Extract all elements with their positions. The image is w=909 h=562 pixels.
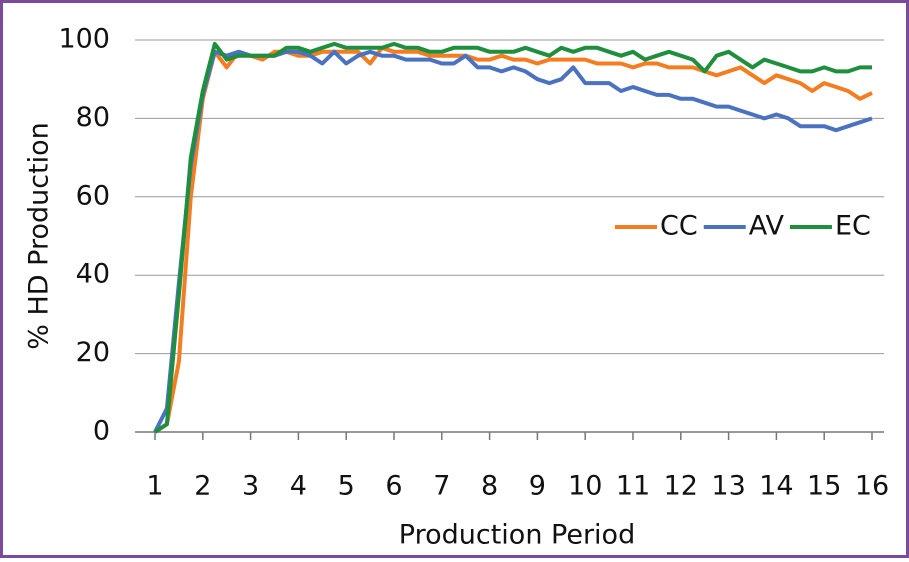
y-tick-label: 20 [76,337,110,368]
x-tick-label: 15 [807,471,841,502]
x-tick-label: 13 [711,471,745,502]
data-line [153,41,872,434]
y-tick-label: 60 [76,180,110,211]
x-tick-label: 8 [481,471,498,502]
x-tick-label: 9 [529,471,546,502]
x-tick-label: 14 [759,471,793,502]
data-line [153,45,873,434]
x-tick-label: 6 [385,471,402,502]
legend-label: EC [835,211,871,242]
x-tick-label: 4 [290,471,307,502]
y-axis-label: % HD Production [24,122,55,350]
x-tick-label: 16 [855,471,889,502]
y-tick-label: 100 [58,24,110,55]
legend-label: AV [749,211,785,242]
y-tick-label: 80 [76,102,110,133]
x-tick-label: 11 [616,471,650,502]
y-tick-label: 40 [76,259,110,290]
x-tick-label: 7 [433,471,450,502]
x-tick-label: 5 [338,471,355,502]
legend-label: CC [660,211,698,242]
x-tick-label: 12 [664,471,698,502]
x-axis-label: Production Period [399,520,635,551]
x-tick-label: 2 [194,471,211,502]
x-tick-label: 10 [568,471,602,502]
x-tick-label: 3 [242,471,259,502]
y-tick-label: 0 [93,416,110,447]
x-tick-label: 1 [146,471,163,502]
